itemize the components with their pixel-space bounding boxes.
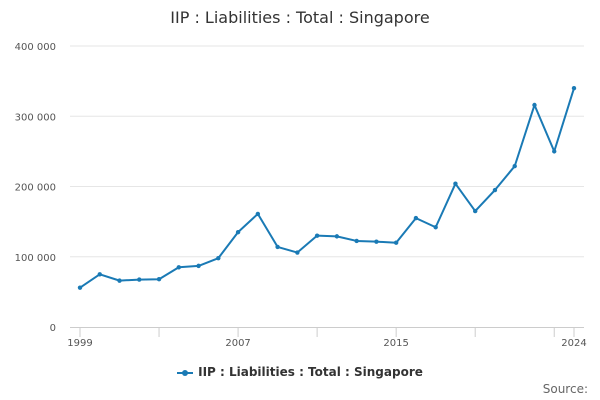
series-line [79, 87, 575, 289]
data-point-2021[interactable] [512, 163, 517, 169]
data-point-2018[interactable] [453, 181, 458, 186]
x-tick-label: 2015 [383, 338, 408, 349]
legend-swatch [177, 369, 194, 376]
data-point-2019[interactable] [473, 208, 478, 214]
data-point-2022[interactable] [532, 102, 537, 108]
x-axis-labels: 1999 2007 2015 2024 [67, 338, 586, 349]
data-point-2005[interactable] [196, 263, 201, 269]
x-tick-label: 1999 [67, 338, 92, 349]
data-point-2013[interactable] [354, 238, 359, 244]
y-tick-label: 400 000 [15, 42, 56, 53]
y-axis-labels: 0 100 000 200 000 300 000 400 000 [15, 42, 56, 334]
data-point-2024[interactable] [571, 85, 577, 91]
data-point-2001[interactable] [117, 278, 122, 283]
data-point-2014[interactable] [374, 239, 379, 244]
x-axis [70, 327, 584, 337]
data-point-2008[interactable] [255, 211, 261, 217]
data-point-2023[interactable] [552, 149, 557, 154]
y-tick-label: 200 000 [15, 183, 56, 194]
x-tick-label: 2024 [561, 338, 586, 349]
data-point-2003[interactable] [156, 277, 162, 282]
data-point-2009[interactable] [275, 244, 280, 250]
legend-label: IIP : Liabilities : Total : Singapore [198, 365, 423, 379]
data-point-2012[interactable] [334, 234, 340, 239]
data-point-1999[interactable] [77, 285, 83, 290]
chart-title: IIP : Liabilities : Total : Singapore [170, 8, 430, 27]
data-point-2015[interactable] [393, 240, 399, 245]
y-tick-label: 0 [50, 323, 56, 334]
y-tick-label: 300 000 [15, 112, 56, 123]
data-point-2017[interactable] [433, 225, 438, 230]
legend[interactable]: IIP : Liabilities : Total : Singapore [0, 365, 600, 379]
data-point-2010[interactable] [295, 250, 300, 255]
source-label[interactable]: Source: [542, 382, 588, 396]
series-line-path [79, 87, 575, 289]
data-point-2007[interactable] [235, 229, 241, 235]
data-point-2020[interactable] [492, 187, 498, 193]
grid-lines [70, 45, 584, 258]
data-points [77, 85, 577, 290]
data-point-2011[interactable] [314, 233, 320, 238]
y-tick-label: 100 000 [15, 253, 56, 264]
data-point-2004[interactable] [176, 265, 181, 270]
data-point-2000[interactable] [97, 272, 102, 277]
data-point-2002[interactable] [137, 277, 142, 282]
data-point-2006[interactable] [216, 255, 221, 261]
data-point-2016[interactable] [413, 215, 419, 221]
x-tick-label: 2007 [225, 338, 250, 349]
